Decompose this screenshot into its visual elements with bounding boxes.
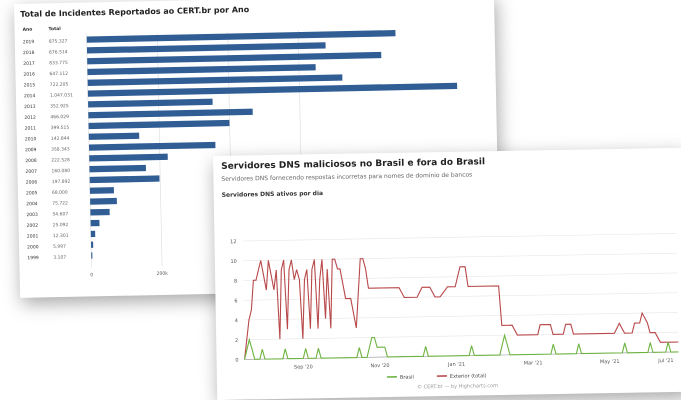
column-header: Total <box>48 26 61 32</box>
bar <box>91 220 100 226</box>
year-label: 2014 <box>24 93 36 99</box>
total-label: 12.301 <box>53 233 69 239</box>
year-label: 2010 <box>25 136 37 142</box>
year-label: 2000 <box>27 244 39 250</box>
year-label: 2019 <box>23 39 35 45</box>
year-label: 1999 <box>27 255 39 261</box>
bar <box>90 198 117 205</box>
x-tick-label: Nov '20 <box>370 363 389 369</box>
total-label: 358.343 <box>51 146 70 152</box>
legend-label[interactable]: Brasil <box>400 375 414 381</box>
total-label: 75.722 <box>52 200 68 206</box>
total-label: 676.514 <box>49 49 68 55</box>
total-label: 466.029 <box>50 114 69 120</box>
year-label: 2006 <box>26 179 38 185</box>
bar <box>87 42 326 53</box>
bar <box>90 209 109 216</box>
y-tick-label: 0 <box>235 358 238 364</box>
total-label: 160.080 <box>51 168 70 174</box>
bar <box>91 242 93 248</box>
bar <box>90 187 114 194</box>
total-label: 68.000 <box>52 190 68 196</box>
dns-chart-panel: Servidores DNS maliciosos no Brasil e fo… <box>213 148 681 400</box>
bar <box>89 133 140 140</box>
total-label: 647.112 <box>49 71 68 77</box>
year-label: 2003 <box>26 212 38 218</box>
year-label: 2017 <box>23 61 35 67</box>
column-header: Ano <box>22 27 32 33</box>
year-label: 2018 <box>23 50 35 56</box>
y-tick-label: 8 <box>234 279 237 285</box>
y-tick-label: 6 <box>234 298 237 304</box>
total-label: 222.528 <box>51 157 70 163</box>
year-label: 2001 <box>27 233 39 239</box>
total-label: 833.775 <box>49 60 68 66</box>
x-tick-label: 0 <box>90 272 93 278</box>
year-label: 2002 <box>27 223 39 229</box>
total-label: 5.997 <box>53 244 66 250</box>
bar <box>91 231 95 237</box>
gridline <box>242 233 676 241</box>
total-label: 25.092 <box>53 222 69 228</box>
y-tick-label: 10 <box>230 259 236 265</box>
gridline <box>243 273 677 281</box>
y-tick-label: 2 <box>235 338 238 344</box>
dns-line-chart: 0 2 4 6 8 10 12 Sep '20 Nov '20 Jan '21 Mar '21 May… <box>213 148 681 400</box>
total-label: 54.607 <box>52 211 68 217</box>
legend-label[interactable]: Exterior (total) <box>450 373 487 380</box>
bar <box>90 175 160 183</box>
bar <box>88 109 252 119</box>
year-label: 2011 <box>25 125 37 131</box>
year-label: 2016 <box>23 71 35 77</box>
x-tick-label: Jul '21 <box>657 358 673 364</box>
year-label: 2008 <box>25 158 37 164</box>
series-line-brasil <box>244 332 678 359</box>
y-tick-label: 12 <box>230 239 236 245</box>
total-label: 197.892 <box>52 179 71 185</box>
bar <box>87 52 381 64</box>
x-tick-label: Jan '21 <box>447 362 465 368</box>
x-tick-label: May '21 <box>600 359 620 365</box>
bar <box>87 64 315 75</box>
bar <box>87 30 396 43</box>
bar <box>88 99 213 108</box>
total-label: 399.515 <box>51 125 70 131</box>
year-label: 2013 <box>24 104 36 110</box>
x-tick-label: 200k <box>157 271 169 277</box>
series-line-exterior <box>243 253 679 359</box>
year-label: 2009 <box>25 147 37 153</box>
total-label: 875.327 <box>49 38 68 44</box>
bar <box>91 252 92 258</box>
total-label: 1.047.031 <box>50 92 73 98</box>
total-label: 352.925 <box>50 103 69 109</box>
x-tick-label: Mar '21 <box>524 360 543 366</box>
x-tick-label: Sep '20 <box>294 364 313 370</box>
year-label: 2012 <box>24 115 36 121</box>
year-label: 2005 <box>26 190 38 196</box>
total-label: 722.205 <box>50 82 69 88</box>
bar <box>88 83 457 97</box>
bar <box>89 142 216 151</box>
bar <box>88 74 343 86</box>
y-tick-label: 4 <box>235 318 238 324</box>
year-label: 2015 <box>24 82 36 88</box>
gridline <box>243 253 677 261</box>
total-label: 3.107 <box>53 254 66 260</box>
year-label: 2004 <box>26 201 38 207</box>
bar <box>89 165 146 172</box>
total-label: 142.844 <box>51 136 70 142</box>
year-label: 2007 <box>25 169 37 175</box>
bar <box>89 154 168 162</box>
